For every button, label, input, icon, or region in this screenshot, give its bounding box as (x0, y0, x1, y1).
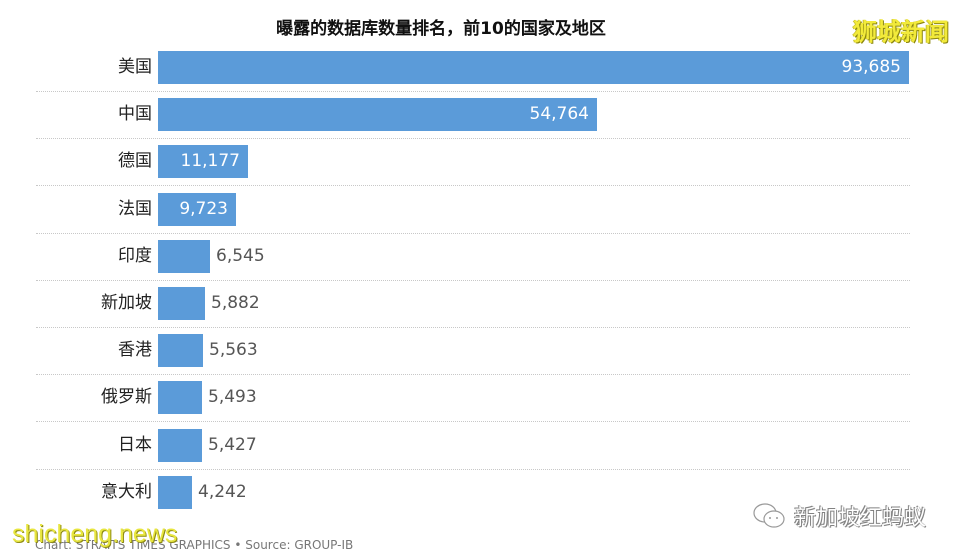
value-label: 93,685 (841, 57, 901, 77)
bar-row: 日本 5,427 (0, 428, 974, 476)
bar: 9,723 (158, 192, 236, 226)
value-label: 4,242 (198, 481, 247, 502)
row-separator (36, 232, 910, 234)
chart-title: 曝露的数据库数量排名，前10的国家及地区 (0, 14, 974, 39)
category-label: 新加坡 (101, 293, 152, 313)
category-label: 中国 (118, 104, 152, 125)
row-separator (36, 421, 910, 423)
value-label: 5,427 (208, 434, 257, 455)
category-label: 日本 (118, 434, 152, 455)
row-separator (36, 185, 910, 187)
chart-title-text: 曝露的数据库数量排名，前10的国家及地区 (276, 19, 606, 39)
row-separator (36, 327, 910, 328)
row-separator (36, 138, 910, 140)
bar (158, 334, 203, 368)
bar-row: 法国 9,723 (0, 192, 974, 240)
watermark-wechat-text: 新加坡红蚂蚁 (794, 506, 927, 531)
bar (158, 239, 210, 273)
bar (158, 287, 205, 320)
row-separator (36, 468, 910, 470)
chart-source-credit: Chart: STRAITS TIMES GRAPHICS • Source: … (35, 538, 354, 552)
category-label: 德国 (118, 151, 152, 172)
bar-row: 德国 11,177 (0, 145, 974, 192)
watermark-top-right: 狮城新闻 (853, 18, 949, 46)
row-separator (36, 91, 910, 92)
category-label: 俄罗斯 (101, 387, 152, 408)
category-label: 意大利 (101, 481, 152, 502)
bar-row: 印度 6,545 (0, 239, 974, 287)
value-label: 5,563 (209, 340, 258, 361)
value-label: 11,177 (180, 151, 240, 172)
bar: 11,177 (158, 145, 248, 179)
bar (158, 381, 202, 415)
row-separator (36, 374, 910, 376)
value-label: 9,723 (179, 198, 228, 219)
bar-row: 美国 93,685 (0, 51, 974, 98)
value-label: 54,764 (529, 104, 589, 125)
bar-row: 新加坡 5,882 (0, 287, 974, 334)
bar-row: 意大利 4,242 (0, 475, 974, 523)
value-label: 5,493 (208, 387, 257, 408)
watermark-bottom-left: shicheng.news (12, 520, 178, 548)
wechat-icon (753, 503, 785, 528)
bar: 54,764 (158, 98, 597, 132)
category-label: 法国 (118, 198, 152, 219)
value-label: 6,545 (216, 245, 265, 266)
category-label: 美国 (118, 57, 152, 77)
bar (158, 428, 202, 462)
category-label: 香港 (118, 340, 152, 361)
bar: 93,685 (158, 51, 909, 84)
bar-row: 俄罗斯 5,493 (0, 381, 974, 428)
bar-row: 香港 5,563 (0, 334, 974, 381)
bar-row: 中国 54,764 (0, 98, 974, 145)
row-separator (36, 279, 910, 281)
category-label: 印度 (118, 245, 152, 266)
bar (158, 475, 192, 509)
value-label: 5,882 (211, 293, 260, 313)
watermark-wechat: 新加坡红蚂蚁 (752, 500, 926, 532)
